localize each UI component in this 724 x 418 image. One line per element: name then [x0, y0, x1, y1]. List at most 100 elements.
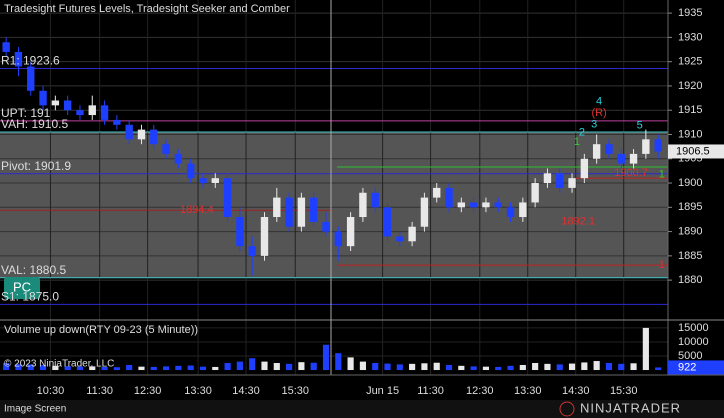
pc-button[interactable] [4, 277, 40, 299]
volume-bar [605, 363, 613, 371]
candle-body [359, 192, 367, 218]
overlay: 1880188518901895190019051910191519201925… [1, 7, 724, 397]
candle-body [642, 139, 650, 154]
volume-tick-label: 15000 [678, 322, 709, 334]
candle-body [76, 110, 84, 116]
x-tick-label: 13:30 [184, 385, 212, 397]
volume-bar [52, 365, 59, 371]
y-tick-label: 1925 [678, 56, 702, 68]
annotation: 1892.1 [561, 215, 595, 227]
volume-bar [630, 363, 637, 371]
time-axis [0, 375, 724, 400]
price-marker-label: 1906.5 [676, 145, 710, 157]
volume-bar [27, 364, 34, 371]
x-tick-label: 14:30 [562, 385, 590, 397]
candle-body [322, 221, 330, 232]
plot-background [0, 0, 668, 375]
candle-body [63, 100, 72, 111]
copyright: © 2023 NinjaTrader, LLC [4, 359, 114, 370]
volume-bar [15, 363, 22, 371]
candle-body [334, 231, 342, 247]
volume-bar [495, 366, 502, 371]
candle-body [531, 183, 539, 203]
volume-bar [138, 366, 145, 371]
annotation: 1 [659, 169, 665, 181]
candle-body [519, 202, 527, 218]
candle-body [2, 42, 10, 52]
candle-body [592, 144, 601, 159]
volume-bar [347, 357, 354, 371]
candle-body [14, 51, 23, 67]
candle-body [396, 236, 404, 242]
candle-body [125, 124, 133, 140]
footer [0, 400, 724, 418]
annotation: (R) [591, 107, 606, 119]
volume-bar [458, 365, 465, 371]
candle-body [580, 158, 589, 179]
candle-body [433, 187, 441, 198]
candle-body [186, 163, 195, 179]
candle-body [273, 197, 281, 218]
candle-body [150, 129, 158, 145]
volume-bar [335, 353, 342, 371]
volume-bar [470, 366, 477, 371]
candle-body [248, 246, 256, 256]
volume-bar [433, 362, 440, 371]
candle-body [211, 178, 219, 184]
candle-body [260, 217, 269, 256]
logo-icon [559, 401, 575, 417]
candle-body [162, 144, 170, 154]
volume-bar [224, 363, 231, 371]
annotation: 1894.4 [180, 204, 214, 216]
volume-tick-label: 10000 [678, 336, 709, 348]
value-area [0, 132, 668, 278]
candle-body [51, 100, 60, 106]
candle-body [310, 197, 318, 222]
candle-body [482, 202, 490, 208]
volume-bar [273, 363, 280, 371]
candle-body [568, 178, 576, 188]
level-label: R1: 1923.6 [1, 54, 60, 68]
plot [2, 37, 662, 371]
y-tick-label: 1915 [678, 104, 702, 116]
y-tick-label: 1900 [678, 177, 702, 189]
candle-body [420, 197, 429, 227]
volume-bar [409, 363, 416, 371]
volume-bar [519, 364, 526, 371]
candle-body [556, 173, 564, 188]
candle-body [223, 178, 232, 218]
volume-bar [150, 366, 157, 371]
candle-body [506, 207, 515, 218]
volume-bar [286, 363, 293, 371]
volume-bar [568, 363, 576, 371]
volume-bar [199, 366, 207, 371]
volume-bar [175, 365, 182, 371]
x-tick-label: Jun 15 [366, 385, 399, 397]
volume-bar [642, 327, 649, 371]
x-tick-label: 14:30 [232, 385, 260, 397]
x-tick-label: 11:30 [86, 385, 113, 397]
volume-bar [101, 366, 108, 371]
candle-body [371, 192, 379, 208]
candle-body [654, 139, 662, 152]
x-tick-label: 12:30 [134, 385, 162, 397]
volume-bar [372, 363, 379, 371]
volume-bar [76, 366, 84, 371]
candle-body [88, 105, 96, 116]
volume-bar [39, 364, 47, 371]
candle-body [113, 119, 121, 125]
volume-bar [89, 366, 96, 371]
volume-bar [445, 364, 453, 371]
volume-bar [384, 363, 391, 371]
candle-body [39, 90, 47, 106]
candle-body [236, 217, 244, 247]
pc-button-label[interactable]: PC [13, 279, 31, 294]
candle-body [383, 207, 392, 237]
price-marker [668, 144, 724, 159]
candle-body [629, 153, 638, 164]
candle-body [469, 202, 478, 208]
volume-bar [261, 361, 268, 371]
y-tick-label: 1885 [678, 250, 702, 262]
x-tick-label: 13:30 [514, 385, 542, 397]
